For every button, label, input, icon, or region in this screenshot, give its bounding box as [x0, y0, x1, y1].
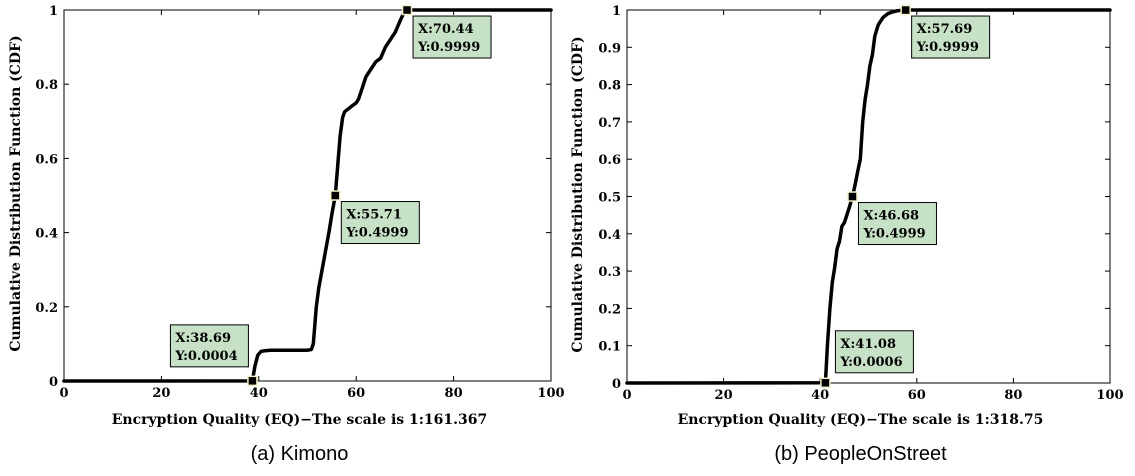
- x-tick-label: 60: [908, 388, 926, 403]
- datatip-y-text: Y:0.9999: [417, 40, 480, 55]
- datatip-y-text: Y:0.9999: [916, 40, 979, 55]
- y-tick-label: 0.3: [598, 265, 621, 280]
- y-tick-label: 0: [49, 375, 58, 390]
- y-tick-label: 0.4: [598, 228, 621, 243]
- datatip-box: [834, 330, 914, 374]
- y-tick-label: 0.5: [598, 191, 621, 206]
- datatip-marker: [247, 375, 258, 387]
- y-tick-label: 1: [49, 4, 58, 19]
- datatip-y-text: Y:0.0004: [174, 349, 237, 364]
- x-tick-label: 40: [811, 388, 829, 403]
- y-tick-label: 0.2: [598, 302, 621, 317]
- y-tick-label: 0.7: [598, 116, 621, 131]
- chart-panel-2: 0 20 40 60 80 100 0 0.1 0.2 0.3 0.4 0.5 0.6 0.7 0.8 0.9…: [570, 4, 1124, 465]
- datatip-marker: [401, 4, 413, 16]
- x-tick-label: 80: [1004, 388, 1022, 403]
- x-tick-label: 80: [445, 386, 463, 401]
- x-tick-label: 100: [1096, 388, 1123, 403]
- datatip-box: [911, 15, 991, 59]
- panel-caption: (b) PeopleOnStreet: [774, 443, 947, 465]
- datatip-x-text: X:41.08: [840, 337, 896, 352]
- y-tick-label: 0.8: [35, 78, 58, 93]
- y-tick-label: 1: [612, 4, 621, 19]
- x-tick-label: 100: [537, 386, 564, 401]
- y-tick-label: 0.1: [598, 340, 621, 355]
- y-tick-label: 0.9: [598, 41, 621, 56]
- datatip-x-text: X:70.44: [418, 22, 474, 37]
- x-tick-label: 0: [59, 386, 68, 401]
- datatip-y-text: Y:0.0006: [839, 355, 902, 370]
- y-tick-label: 0: [612, 377, 621, 392]
- datatip-box: [412, 15, 492, 59]
- datatip-x-text: X:55.71: [346, 208, 402, 223]
- y-tick-label: 0.4: [35, 227, 58, 242]
- y-tick-label: 0.6: [598, 153, 621, 168]
- datatip-x-text: X:57.69: [917, 22, 973, 37]
- datatip-marker: [330, 190, 341, 201]
- datatip-box: [857, 202, 937, 246]
- y-tick-label: 0.8: [598, 79, 621, 94]
- datatip-marker: [900, 4, 911, 16]
- axes-frame: [63, 9, 552, 382]
- y-tick-label: 0.2: [35, 301, 58, 316]
- datatip-y-text: Y:0.4999: [345, 226, 408, 241]
- x-tick-label: 0: [622, 388, 631, 403]
- x-tick-label: 40: [250, 386, 268, 401]
- y-axis-label: Cumulative Distribution Function (CDF): [570, 36, 586, 352]
- datatip-x-text: X:38.69: [175, 331, 231, 346]
- y-tick-label: 0.6: [35, 152, 58, 167]
- datatip-box: [169, 324, 249, 368]
- x-axis-label: Encryption Quality (EQ)−The scale is 1:3…: [678, 412, 1044, 428]
- x-tick-label: 20: [152, 386, 170, 401]
- cdf-series-line: [625, 8, 1112, 385]
- cdf-series-line: [62, 8, 553, 383]
- datatip-x-text: X:46.68: [863, 209, 919, 224]
- x-axis-label: Encryption Quality (EQ)−The scale is 1:1…: [112, 412, 488, 428]
- datatip-marker: [847, 191, 858, 202]
- x-tick-label: 20: [715, 388, 733, 403]
- datatip-box: [340, 201, 420, 245]
- x-tick-label: 60: [347, 386, 365, 401]
- datatip-y-text: Y:0.4999: [862, 227, 925, 242]
- datatip-marker: [820, 377, 831, 389]
- y-axis-label: Cumulative Distribution Function (CDF): [8, 35, 24, 351]
- chart-panel-1: 0 20 40 60 80 100 0 0.2 0.4 0.6 0.8 1 Encryption Qua…: [8, 4, 565, 465]
- panel-caption: (a) Kimono: [251, 443, 349, 465]
